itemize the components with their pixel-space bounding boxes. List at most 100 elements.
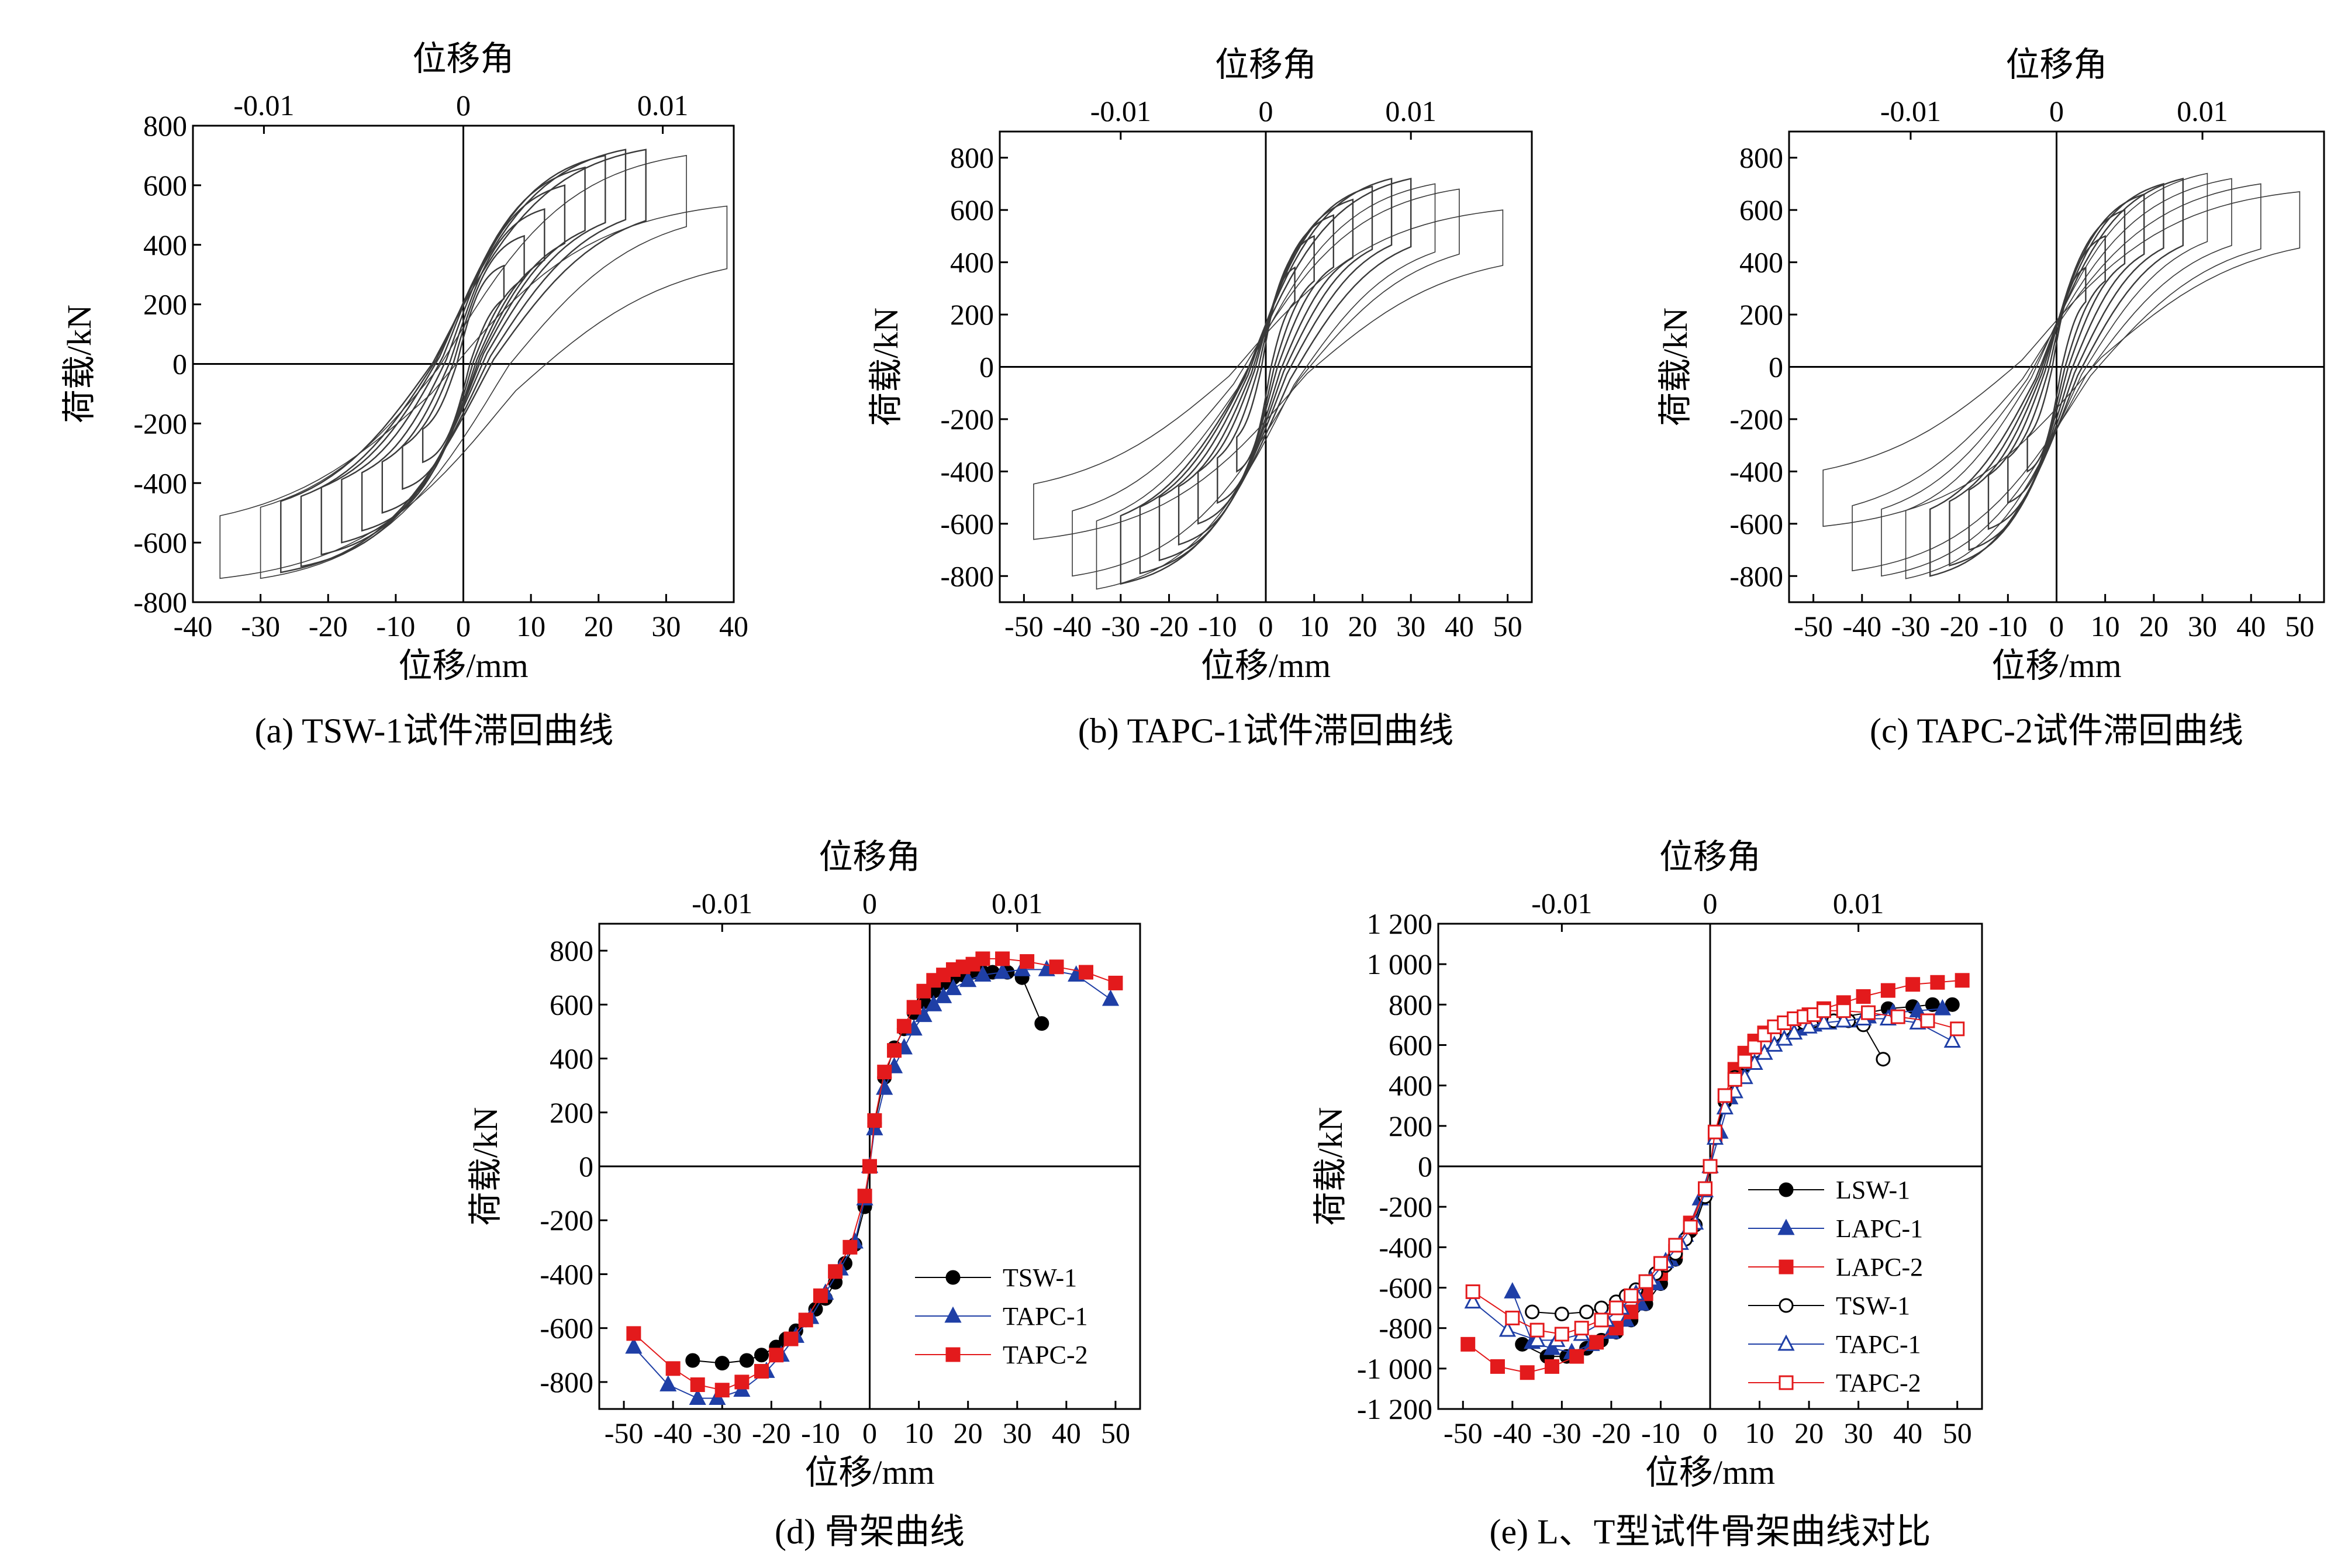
data-point-TAPC-1 <box>625 1337 643 1354</box>
x-tick-label: -40 <box>174 610 213 643</box>
data-point-TAPC-2 <box>1653 1256 1668 1271</box>
data-point-TAPC-1 <box>689 1389 706 1405</box>
legend-label: TAPC-1 <box>1836 1330 1921 1359</box>
y-tick-label: -600 <box>1729 507 1783 540</box>
data-point-LAPC-2 <box>1544 1359 1559 1374</box>
top-tick-label: 0.01 <box>637 89 689 122</box>
y-axis-title: 荷载/kN <box>467 1107 505 1225</box>
figure-caption: (d) 骨架曲线 <box>775 1512 965 1551</box>
y-tick-label: -800 <box>940 559 994 592</box>
data-point-TAPC-2 <box>1890 1009 1905 1024</box>
chart-b: -50 -40 -30 -20 -10 0 10 20 30 40 50 -800 -600 -400 -2… <box>867 46 1533 750</box>
data-point-LAPC-2 <box>1955 973 1970 988</box>
data-point-TAPC-1 <box>1498 1320 1516 1337</box>
data-point-TSW-1 <box>1579 1304 1594 1320</box>
data-point-TAPC-2 <box>1594 1313 1609 1328</box>
hysteresis-loop <box>361 184 566 532</box>
x-tick-label: -10 <box>801 1417 840 1449</box>
data-point-TAPC-2 <box>626 1326 641 1341</box>
figure-caption: (a) TSW-1试件滞回曲线 <box>255 712 614 750</box>
data-point-TAPC-2 <box>916 983 931 999</box>
data-point-TSW-1 <box>685 1353 700 1368</box>
hysteresis-loop <box>381 208 545 514</box>
y-tick-label: -600 <box>1379 1272 1432 1304</box>
hysteresis-loop <box>1881 178 2232 577</box>
hysteresis-loop <box>1033 209 1504 540</box>
hysteresis-loop <box>1905 172 2208 579</box>
x-tick-label: -20 <box>1940 610 1979 643</box>
series-line-TAPC-1 <box>633 969 1111 1399</box>
x-tick-label: -50 <box>605 1417 644 1449</box>
top-tick-label: -0.01 <box>233 89 294 122</box>
hysteresis-loop <box>1197 214 1334 525</box>
legend-marker <box>945 1270 961 1285</box>
data-point-TAPC-1 <box>925 994 942 1011</box>
y-tick-label: 600 <box>143 169 187 202</box>
legend-label: LSW-1 <box>1836 1176 1910 1204</box>
y-tick-label: -400 <box>1379 1231 1432 1263</box>
y-tick-label: 1 200 <box>1367 907 1433 940</box>
top-tick-label: 0 <box>2049 95 2064 127</box>
x-tick-label: 0 <box>2049 610 2064 643</box>
y-tick-label: -200 <box>1729 403 1783 436</box>
data-point-LAPC-2 <box>1589 1335 1604 1350</box>
hysteresis-loop <box>280 148 647 574</box>
legend-label: TSW-1 <box>1003 1263 1077 1292</box>
legend-label: LAPC-1 <box>1836 1214 1923 1243</box>
x-tick-label: 20 <box>954 1417 983 1449</box>
y-tick-label: 0 <box>979 351 994 384</box>
data-point-TAPC-2 <box>769 1348 784 1363</box>
legend-marker <box>1779 1375 1794 1390</box>
top-tick-label: -0.01 <box>692 887 752 920</box>
x-tick-label: -30 <box>241 610 280 643</box>
data-point-TAPC-2 <box>1529 1322 1545 1338</box>
top-tick-label: 0 <box>456 89 471 122</box>
data-point-LSW-1 <box>1945 997 1960 1012</box>
x-tick-label: 20 <box>584 610 613 643</box>
legend-label: TAPC-1 <box>1003 1302 1088 1331</box>
data-point-TAPC-2 <box>1608 1300 1624 1315</box>
x-tick-label: 30 <box>1003 1417 1032 1449</box>
y-tick-label: -400 <box>940 455 994 488</box>
y-tick-label: -600 <box>133 526 187 559</box>
y-tick-label: -800 <box>133 586 187 619</box>
legend-marker <box>1777 1334 1795 1351</box>
y-tick-label: -400 <box>1729 455 1783 488</box>
x-tick-label: 50 <box>2285 610 2314 643</box>
data-point-TAPC-2 <box>1717 1088 1732 1103</box>
data-point-TAPC-1 <box>1528 1330 1546 1347</box>
legend-marker <box>944 1306 962 1323</box>
chart-a: -40 -30 -20 -10 0 10 20 30 40 -800 -600 -400 -200 0 20… <box>60 40 748 750</box>
top-tick-label: 0 <box>1703 887 1718 920</box>
data-point-TSW-1 <box>754 1348 769 1363</box>
data-point-TAPC-1 <box>659 1375 677 1391</box>
data-point-TAPC-2 <box>1049 959 1064 975</box>
data-point-TAPC-1 <box>1943 1031 1961 1048</box>
data-point-TSW-1 <box>739 1353 754 1368</box>
top-tick-label: -0.01 <box>1880 95 1941 127</box>
hysteresis-loop <box>422 264 505 464</box>
data-point-TAPC-2 <box>975 951 990 966</box>
data-point-TAPC-1 <box>1464 1292 1482 1309</box>
y-tick-label: 1 000 <box>1367 948 1433 980</box>
y-tick-label: 800 <box>950 141 994 174</box>
x-tick-label: 10 <box>2091 610 2120 643</box>
data-point-TAPC-1 <box>1786 1023 1803 1040</box>
y-tick-label: 800 <box>143 109 187 142</box>
data-point-TAPC-2 <box>754 1363 769 1379</box>
x-tick-label: -10 <box>1198 610 1237 643</box>
x-tick-label: -10 <box>1988 610 2028 643</box>
data-point-TAPC-2 <box>1505 1310 1520 1325</box>
data-point-TAPC-2 <box>1668 1238 1683 1253</box>
x-tick-label: -30 <box>703 1417 742 1449</box>
x-tick-label: -30 <box>1542 1417 1582 1449</box>
top-axis-title: 位移角 <box>2005 46 2107 84</box>
top-axis-title: 位移角 <box>819 838 920 876</box>
hysteresis-loop <box>1158 185 1373 562</box>
data-point-TSW-1 <box>1876 1052 1891 1067</box>
data-point-TAPC-1 <box>1835 1011 1852 1028</box>
y-tick-label: -800 <box>1729 559 1783 592</box>
data-point-LAPC-2 <box>1460 1336 1476 1352</box>
figure-caption: (c) TAPC-2试件滞回曲线 <box>1870 712 2243 750</box>
data-point-LAPC-2 <box>1880 983 1895 998</box>
